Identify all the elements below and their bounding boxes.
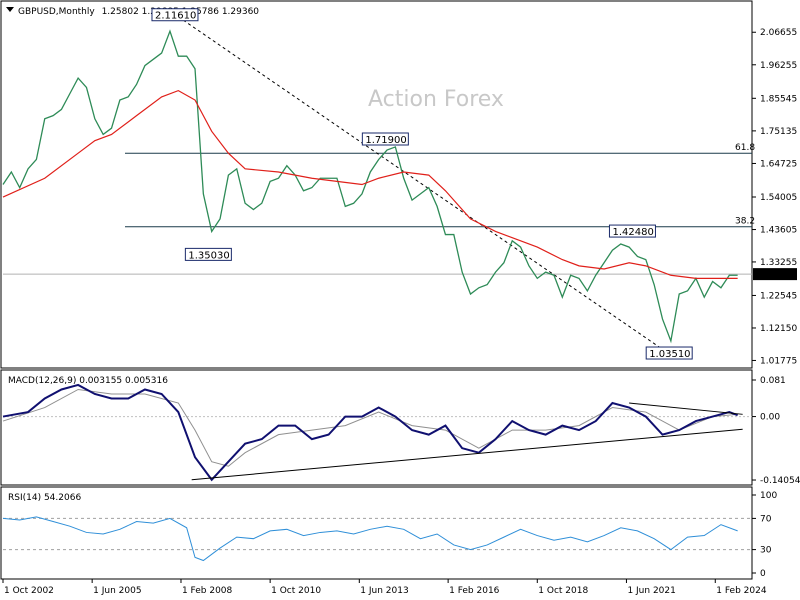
price-y-tick-label: 1.85545 [760, 94, 797, 104]
dropdown-arrow-icon[interactable] [6, 7, 14, 12]
price-series-line [2, 29, 738, 344]
price-y-tick-label: 1.01775 [760, 356, 797, 366]
price-y-tick-label: 1.96255 [760, 61, 797, 71]
price-annotation-label: 1.35030 [188, 250, 229, 261]
rsi-title: RSI(14) 54.2066 [8, 493, 81, 503]
dashed-trendline [178, 16, 672, 356]
moving-average-line [2, 89, 738, 279]
price-annotation-box [608, 224, 656, 238]
fib-level-label: 61.8 [735, 143, 755, 153]
macd-support-trendline [191, 428, 743, 481]
rsi-y-tick-label: 30 [760, 546, 772, 556]
macd-panel-frame [0, 369, 753, 486]
price-y-tick-label: 1.33255 [760, 258, 797, 268]
price-annotation-label: 1.71900 [365, 135, 406, 146]
current-price-label: 1.29360 [756, 270, 793, 280]
macd-main-line [2, 383, 738, 482]
price-annotation-label: 1.03510 [649, 349, 690, 360]
rsi-y-tick-label: 100 [760, 491, 777, 501]
price-y-tick-label: 1.64725 [760, 159, 797, 169]
x-tick-label: 1 Jun 2013 [360, 586, 408, 596]
rsi-plot [2, 516, 752, 562]
macd-y-tick-label: -0.140543 [760, 476, 800, 486]
macd-signal-line [2, 388, 738, 467]
x-tick-label: 1 Oct 2002 [4, 586, 54, 596]
rsi-y-tick-label: 0 [760, 569, 766, 579]
price-annotation-label: 2.11610 [155, 11, 196, 22]
macd-resistance-trendline [629, 402, 743, 415]
price-y-tick-label: 1.22545 [760, 291, 797, 301]
macd-title: MACD(12,26,9) 0.003155 0.005316 [8, 376, 168, 386]
rsi-y-tick-label: 70 [760, 514, 772, 524]
x-tick-label: 1 Jun 2021 [627, 586, 675, 596]
fib-level-label: 38.2 [735, 217, 755, 227]
price-y-tick-label: 1.75135 [760, 127, 797, 137]
price-y-tick-label: 2.06655 [760, 28, 797, 38]
macd-y-tick-label: 0.081 [760, 376, 786, 386]
x-tick-label: 1 Feb 2024 [716, 586, 767, 596]
price-panel-frame [0, 0, 753, 369]
macd-plot [2, 383, 752, 482]
macd-y-tick-label: 0.00 [760, 413, 780, 423]
price-y-tick-label: 1.54005 [760, 193, 797, 203]
price-annotation-label: 1.42480 [612, 227, 653, 238]
price-plot: 61.8 38.2 1.29360 2.11610 1.71900 1.35030 1.42… [2, 8, 797, 360]
price-annotation-box [361, 132, 409, 146]
rsi-line [2, 516, 738, 562]
x-tick-label: 1 Oct 2018 [538, 586, 588, 596]
symbol-label: GBPUSD,Monthly [18, 7, 95, 17]
price-annotation-box [645, 346, 693, 360]
price-annotation-box [151, 8, 199, 22]
svg-text:GBPUSD,Monthly 1.25802 1.2: GBPUSD,Monthly 1.25802 1.29885 1.25786 1… [18, 7, 259, 17]
x-tick-label: 1 Feb 2016 [449, 586, 500, 596]
watermark: Action Forex [368, 87, 504, 112]
price-y-tick-label: 1.12150 [760, 324, 797, 334]
rsi-panel-frame [0, 486, 753, 580]
axes: 2.06655 1.96255 1.85545 1.75135 1.64725 1.540… [2, 28, 800, 596]
x-tick-label: 1 Jun 2005 [93, 586, 141, 596]
current-price-box [753, 268, 797, 281]
x-tick-label: 1 Feb 2008 [182, 586, 233, 596]
price-y-tick-label: 1.43605 [760, 226, 797, 236]
x-tick-label: 1 Oct 2010 [271, 586, 321, 596]
price-annotation-box [184, 247, 232, 261]
